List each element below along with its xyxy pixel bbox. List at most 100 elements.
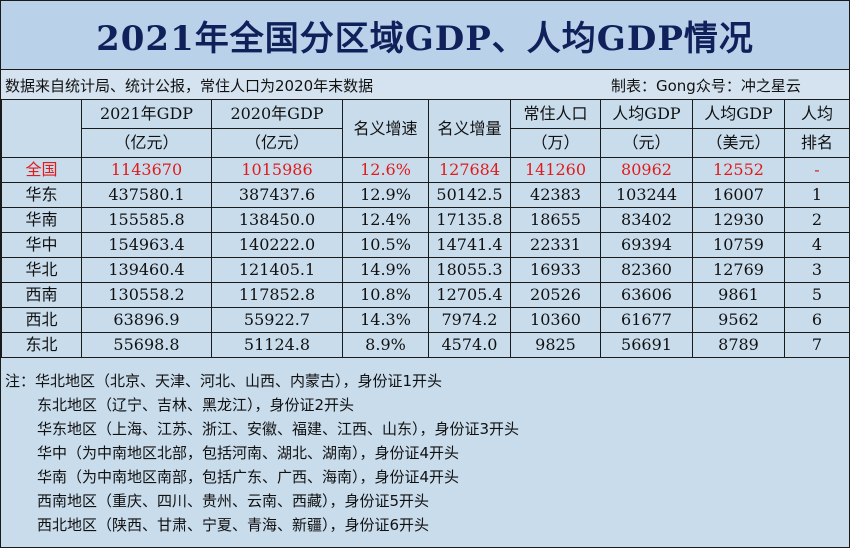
region-name-cell: 东北: [1, 332, 82, 358]
region-row: 华东 437580.1 387437.6 12.9% 50142.5 42383 10324…: [1, 182, 850, 208]
table-cell: 50142.5: [428, 182, 511, 208]
national-total-row: 全国 1143670 1015986 12.6% 127684 141260 80962 12…: [1, 157, 850, 183]
table-cell: 20526: [510, 282, 601, 308]
table-cell: 12552: [692, 157, 785, 183]
table-cell: 2: [784, 207, 850, 233]
table-cell: 8.9%: [342, 332, 429, 358]
note-line: 华中（为中南地区北部，包括河南、湖北、湖南），身份证4开头: [37, 444, 460, 462]
column-header: 名义增量: [428, 99, 511, 158]
region-name-cell: 华北: [1, 257, 82, 283]
table-cell: 1143670: [81, 157, 212, 183]
table-cell: 9861: [692, 282, 785, 308]
sheet-title: 2021年全国分区域GDP、人均GDP情况: [1, 1, 849, 70]
table-cell: 140222.0: [211, 232, 343, 258]
table-cell: 117852.8: [211, 282, 343, 308]
table-cell: 138450.0: [211, 207, 343, 233]
table-cell: 437580.1: [81, 182, 212, 208]
region-name-cell: 西南: [1, 282, 82, 308]
region-name-cell: 华中: [1, 232, 82, 258]
column-header: 人均GDP: [600, 99, 693, 129]
gdp-table: 2021年GDP 2020年GDP 名义增速 名义增量 常住人口 人均GDP 人均GDP 人均…: [1, 99, 850, 358]
table-cell: 42383: [510, 182, 601, 208]
table-cell: 12.9%: [342, 182, 429, 208]
table-cell: 12930: [692, 207, 785, 233]
column-header: 人均GDP: [692, 99, 785, 129]
table-cell: 63896.9: [81, 307, 212, 333]
column-header: 人均: [784, 99, 850, 129]
column-header: 2021年GDP: [81, 99, 212, 129]
region-row: 东北 55698.8 51124.8 8.9% 4574.0 9825 56691 8789 7: [1, 332, 850, 358]
source-note: 数据来自统计局、统计公报，常住人口为2020年末数据: [5, 77, 374, 95]
table-cell: 55698.8: [81, 332, 212, 358]
table-cell: 10.5%: [342, 232, 429, 258]
table-cell: 51124.8: [211, 332, 343, 358]
column-header-unit: （亿元）: [81, 128, 212, 158]
note-line: 西北地区（陕西、甘肃、宁夏、青海、新疆），身份证6开头: [37, 516, 430, 534]
table-cell: 4: [784, 232, 850, 258]
table-cell: 14.9%: [342, 257, 429, 283]
table-cell: 103244: [600, 182, 693, 208]
table-cell: 9562: [692, 307, 785, 333]
note-line: 华南（为中南地区南部，包括广东、广西、海南），身份证4开头: [37, 468, 460, 486]
table-cell: -: [784, 157, 850, 183]
table-cell: 121405.1: [211, 257, 343, 283]
column-header-unit: 排名: [784, 128, 850, 158]
region-name-cell: 华南: [1, 207, 82, 233]
table-cell: 9825: [510, 332, 601, 358]
table-cell: 17135.8: [428, 207, 511, 233]
table-cell: 154963.4: [81, 232, 212, 258]
table-cell: 80962: [600, 157, 693, 183]
table-cell: 155585.8: [81, 207, 212, 233]
table-cell: 3: [784, 257, 850, 283]
region-name-cell: 西北: [1, 307, 82, 333]
table-cell: 12.4%: [342, 207, 429, 233]
table-cell: 69394: [600, 232, 693, 258]
region-row: 西北 63896.9 55922.7 14.3% 7974.2 10360 61677 956…: [1, 307, 850, 333]
table-cell: 82360: [600, 257, 693, 283]
table-cell: 61677: [600, 307, 693, 333]
column-header: 2020年GDP: [211, 99, 343, 129]
table-cell: 8789: [692, 332, 785, 358]
header-row-2: （亿元） （亿元） （万） （元） （美元） 排名: [2, 128, 850, 158]
table-cell: 14.3%: [342, 307, 429, 333]
column-header-unit: （元）: [600, 128, 693, 158]
column-header-unit: （万）: [510, 128, 601, 158]
table-cell: 1: [784, 182, 850, 208]
header-row-1: 2021年GDP 2020年GDP 名义增速 名义增量 常住人口 人均GDP 人均GDP 人均: [1, 99, 850, 158]
table-cell: 10360: [510, 307, 601, 333]
region-row: 华北 139460.4 121405.1 14.9% 18055.3 16933 82360…: [1, 257, 850, 283]
note-line: 东北地区（辽宁、吉林、黑龙江），身份证2开头: [37, 396, 355, 414]
region-row: 西南 130558.2 117852.8 10.8% 12705.4 20526 63606…: [1, 282, 850, 308]
table-cell: 10759: [692, 232, 785, 258]
note-line: 注：华北地区（北京、天津、河北、山西、内蒙古），身份证1开头: [5, 372, 443, 390]
table-cell: 5: [784, 282, 850, 308]
table-cell: 10.8%: [342, 282, 429, 308]
info-bar: 数据来自统计局、统计公报，常住人口为2020年末数据 制表：Gong众号：冲之星…: [1, 70, 849, 100]
note-line: 西南地区（重庆、四川、贵州、云南、西藏），身份证5开头: [37, 492, 430, 510]
table-cell: 7974.2: [428, 307, 511, 333]
table-cell: 18055.3: [428, 257, 511, 283]
region-name-cell: 华东: [1, 182, 82, 208]
author-note: 制表：Gong众号：冲之星云: [611, 77, 801, 95]
table-cell: 130558.2: [81, 282, 212, 308]
table-cell: 16933: [510, 257, 601, 283]
table-cell: 7: [784, 332, 850, 358]
table-cell: 387437.6: [211, 182, 343, 208]
column-header: [1, 99, 82, 158]
region-row: 华南 155585.8 138450.0 12.4% 17135.8 18655 83402…: [1, 207, 850, 233]
column-header-unit: （亿元）: [211, 128, 343, 158]
table-cell: 56691: [600, 332, 693, 358]
table-cell: 16007: [692, 182, 785, 208]
table-cell: 141260: [510, 157, 601, 183]
table-cell: 6: [784, 307, 850, 333]
table-cell: 12.6%: [342, 157, 429, 183]
table-cell: 12769: [692, 257, 785, 283]
table-cell: 83402: [600, 207, 693, 233]
table-cell: 18655: [510, 207, 601, 233]
column-header: 常住人口: [510, 99, 601, 129]
table-cell: 139460.4: [81, 257, 212, 283]
table-cell: 4574.0: [428, 332, 511, 358]
column-header: 名义增速: [342, 99, 429, 158]
region-row: 华中 154963.4 140222.0 10.5% 14741.4 22331 69394…: [1, 232, 850, 258]
